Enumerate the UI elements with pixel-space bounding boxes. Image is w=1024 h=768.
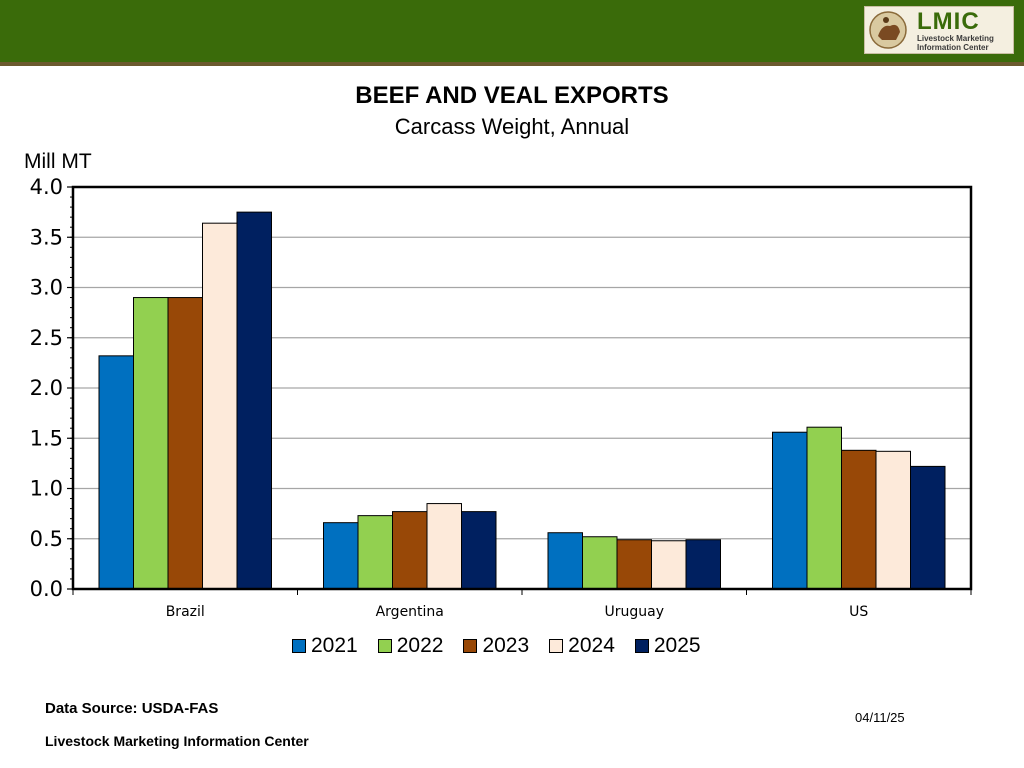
x-tick-label: Brazil — [166, 604, 205, 620]
legend-item-2021: 2021 — [292, 634, 358, 658]
bar-chart: 0.0 0.5 1.0 1.5 2.0 2.5 3.0 3.5 4.0 Brazil Argenti… — [30, 175, 973, 620]
data-source: Data Source: USDA-FAS — [45, 700, 219, 717]
y-tick-label: 2.5 — [30, 326, 63, 350]
legend-item-2023: 2023 — [463, 634, 529, 658]
legend-label: 2025 — [653, 634, 701, 657]
bar-uruguay-2022 — [582, 536, 618, 590]
x-tick-label: US — [849, 604, 868, 620]
legend-item-2022: 2022 — [377, 634, 444, 658]
y-tick-label: 3.5 — [30, 225, 63, 249]
logo-subtitle-line1: Livestock Marketing — [917, 34, 994, 43]
bar-uruguay-2024 — [651, 540, 687, 590]
legend-item-2024: 2024 — [549, 634, 615, 658]
logo-title: LMIC — [917, 8, 980, 35]
bar-brazil-2023 — [167, 297, 203, 590]
x-tick-label: Argentina — [376, 604, 444, 620]
y-axis-label: Mill MT — [24, 150, 92, 173]
bar-us-2023 — [841, 449, 877, 590]
y-tick-label: 4.0 — [30, 175, 63, 199]
y-tick-label: 0.0 — [30, 577, 63, 601]
legend-item-2025: 2025 — [634, 634, 701, 658]
date-stamp: 04/11/25 — [855, 710, 905, 725]
legend-swatch — [377, 639, 392, 653]
logo-subtitle-line2: Information Center — [917, 43, 989, 52]
bar-brazil-2025 — [236, 211, 272, 590]
x-tick-label: Uruguay — [605, 604, 665, 620]
legend-swatch — [634, 639, 649, 653]
y-tick-label: 3.0 — [30, 276, 63, 300]
legend-label: 2022 — [396, 634, 444, 657]
header-divider — [0, 62, 1024, 66]
bar-uruguay-2021 — [547, 532, 583, 590]
legend-swatch — [292, 639, 306, 653]
y-tick-label: 0.5 — [30, 527, 63, 551]
bar-us-2022 — [806, 426, 842, 590]
bar-brazil-2021 — [98, 355, 134, 590]
lmic-logo: LMIC Livestock Marketing Information Cen… — [864, 6, 1014, 54]
bar-argentina-2022 — [357, 515, 393, 590]
chart-title: BEEF AND VEAL EXPORTS — [355, 82, 669, 109]
chart-subtitle: Carcass Weight, Annual — [394, 114, 630, 139]
y-tick-label: 1.0 — [30, 477, 63, 501]
cattle-logo-icon — [869, 11, 907, 49]
bar-argentina-2021 — [323, 522, 359, 590]
y-tick-label: 1.5 — [30, 426, 63, 450]
legend-label: 2023 — [482, 634, 530, 657]
bar-argentina-2025 — [461, 511, 497, 590]
legend-swatch — [549, 639, 564, 653]
bar-uruguay-2025 — [685, 539, 721, 590]
plot-area-frame — [71, 185, 973, 591]
bar-us-2025 — [910, 465, 946, 590]
header-bar — [0, 0, 1024, 62]
bar-brazil-2024 — [202, 222, 238, 590]
y-tick-label: 2.0 — [30, 376, 63, 400]
legend-swatch — [463, 639, 478, 653]
logo-subtitle: Livestock Marketing Information Center — [917, 34, 1013, 52]
bar-argentina-2023 — [392, 511, 428, 590]
bar-uruguay-2023 — [616, 539, 652, 590]
bar-us-2024 — [875, 450, 911, 590]
chart-legend: 2021 2022 2023 2024 2025 — [292, 632, 721, 660]
legend-label: 2021 — [311, 634, 358, 657]
bar-argentina-2024 — [426, 503, 462, 590]
legend-label: 2024 — [568, 634, 615, 657]
bar-us-2021 — [772, 431, 808, 590]
bar-brazil-2022 — [133, 297, 169, 590]
organization-name: Livestock Marketing Information Center — [45, 733, 309, 749]
